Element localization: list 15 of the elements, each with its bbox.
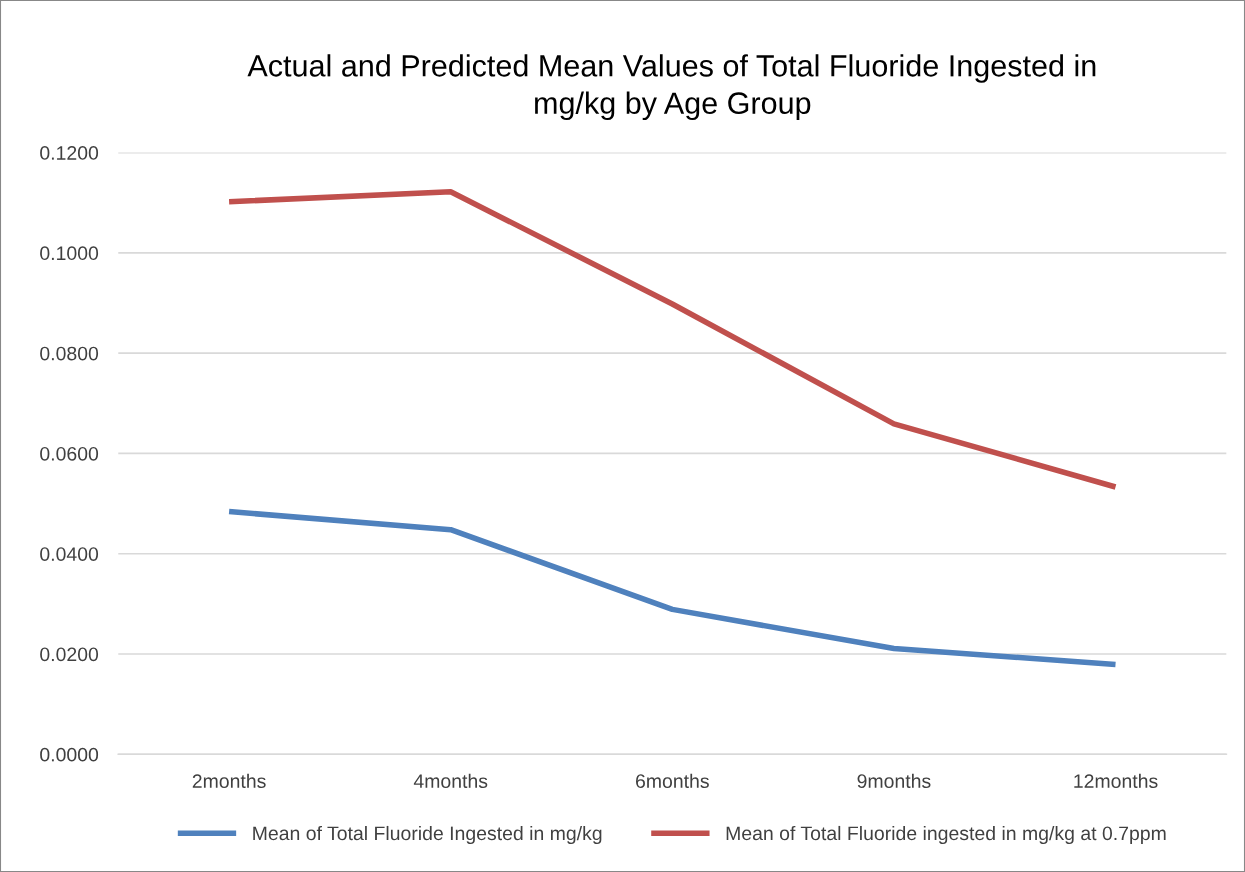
y-tick-label: 0.0800 <box>40 346 99 361</box>
x-tick-label: 2months <box>192 773 266 789</box>
x-tick-label: 9months <box>857 773 931 789</box>
y-tick-label: 0.1000 <box>40 246 99 261</box>
y-tick-label: 0.0400 <box>40 547 99 561</box>
chart-title: Actual and Predicted Mean Values of Total Fluoride Ingested in mg/kg by Age Group <box>247 54 1096 121</box>
x-tick-label: 6months <box>636 773 709 789</box>
y-tick-label: 0.0600 <box>40 446 99 461</box>
y-tick-label: 0.1200 <box>40 146 99 160</box>
x-tick-label: 12months <box>1074 773 1158 789</box>
x-tick-label: 4months <box>413 773 488 789</box>
y-tick-label: 0.0000 <box>40 747 99 762</box>
legend-label: Mean of Total Fluoride Ingested in mg/kg <box>253 825 602 845</box>
legend-label: Mean of Total Fluoride ingested in mg/kg at 0.7ppm <box>726 825 1166 845</box>
y-tick-label: 0.0200 <box>40 647 99 662</box>
